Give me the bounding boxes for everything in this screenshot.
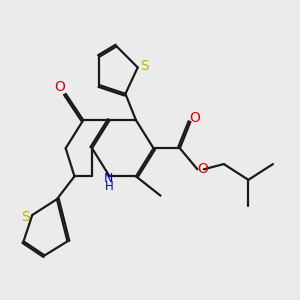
Text: O: O xyxy=(189,111,200,125)
Text: S: S xyxy=(140,59,149,73)
Text: S: S xyxy=(21,210,30,224)
Text: O: O xyxy=(54,80,65,94)
Text: H: H xyxy=(104,180,113,193)
Text: N: N xyxy=(104,172,114,184)
Text: O: O xyxy=(197,162,208,176)
